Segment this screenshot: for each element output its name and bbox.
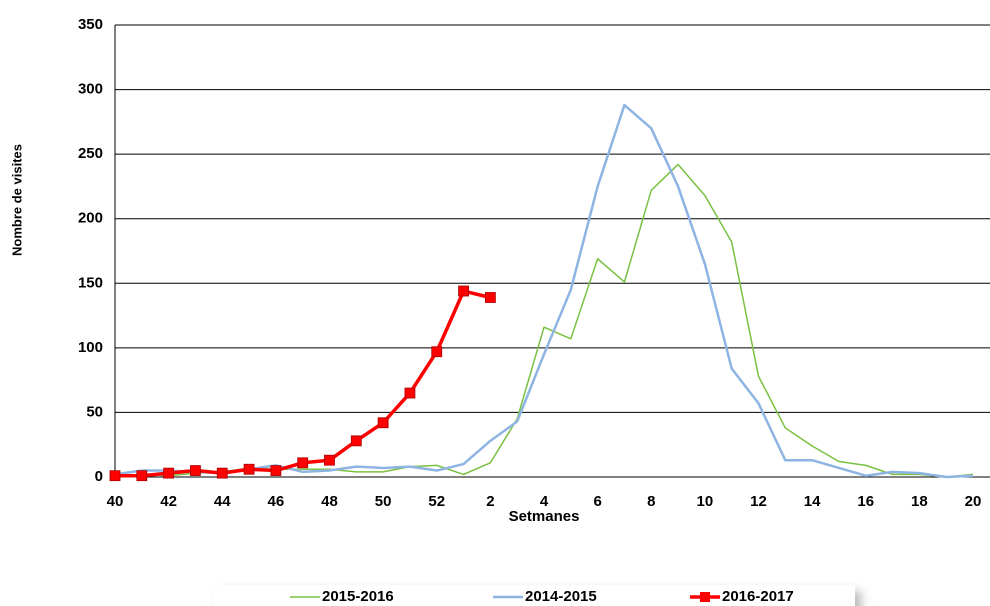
y-tick-label: 0 [95,468,103,485]
x-tick-label: 4 [540,493,549,510]
y-tick-label: 300 [78,81,103,98]
legend-label: 2015-2016 [322,588,394,605]
point-marker [324,454,335,466]
point-marker [404,387,416,399]
x-tick-label: 50 [375,493,392,510]
x-tick-label: 44 [214,493,231,510]
x-tick-label: 12 [750,493,767,510]
x-tick-label: 14 [804,493,821,510]
point-marker [216,467,228,479]
x-tick-label: 20 [965,493,982,510]
point-marker [243,463,255,475]
x-tick-label: 6 [593,493,601,510]
legend-marker [700,592,710,602]
x-tick-label: 48 [321,493,338,510]
series-line [114,103,974,479]
point-marker [377,417,389,429]
y-tick-label: 150 [78,274,103,291]
x-tick-label: 42 [160,493,177,510]
point-marker [484,292,496,303]
series-line [115,289,491,478]
point-marker [458,285,469,297]
legend-label: 2014-2015 [525,588,597,605]
x-tick-label: 18 [911,493,928,510]
point-marker [136,470,148,482]
point-marker [109,470,121,482]
y-tick-label: 250 [78,145,103,162]
legend-label: 2016-2017 [722,588,794,605]
y-tick-label: 50 [86,403,103,420]
legend-box [213,585,855,606]
series-line [114,163,974,478]
x-tick-label: 52 [428,493,445,510]
y-tick-label: 100 [78,339,103,356]
point-marker [431,346,443,358]
x-tick-label: 16 [857,493,874,510]
point-marker [297,457,309,469]
x-tick-label: 40 [107,493,124,510]
x-axis-label: Setmanes [509,508,580,525]
x-tick-label: 10 [697,493,714,510]
point-marker [350,435,362,447]
y-tick-label: 350 [78,16,103,33]
x-tick-label: 46 [268,493,285,510]
y-tick-label: 200 [78,210,103,227]
x-tick-label: 2 [486,493,494,510]
point-marker [270,465,282,476]
point-marker [190,465,201,476]
y-axis-label: Nombre de visites [9,144,24,256]
point-marker [163,467,175,479]
x-tick-label: 8 [647,493,655,510]
